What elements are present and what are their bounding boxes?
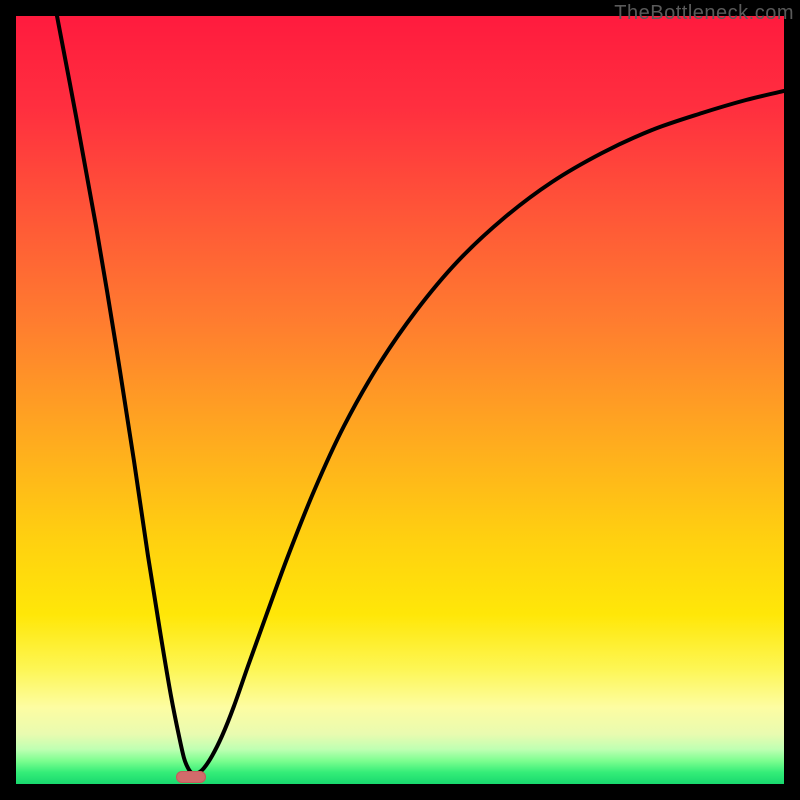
chart-container: TheBottleneck.com [0, 0, 800, 800]
bottleneck-curve [16, 16, 784, 784]
watermark-text: TheBottleneck.com [614, 2, 794, 25]
optimum-marker [176, 771, 206, 783]
plot-area [16, 16, 784, 784]
